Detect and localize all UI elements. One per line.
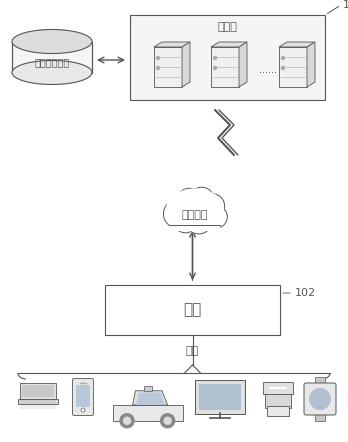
FancyBboxPatch shape bbox=[170, 223, 220, 231]
Circle shape bbox=[120, 414, 134, 428]
Bar bbox=[130, 15, 325, 100]
FancyBboxPatch shape bbox=[22, 385, 54, 396]
Circle shape bbox=[164, 417, 171, 424]
FancyBboxPatch shape bbox=[199, 384, 241, 410]
Circle shape bbox=[282, 66, 285, 69]
Circle shape bbox=[173, 209, 198, 233]
Polygon shape bbox=[211, 42, 247, 47]
Circle shape bbox=[282, 57, 285, 60]
Text: 通信网络: 通信网络 bbox=[182, 210, 208, 220]
FancyBboxPatch shape bbox=[195, 380, 245, 414]
Circle shape bbox=[164, 199, 192, 228]
Polygon shape bbox=[307, 42, 315, 87]
FancyBboxPatch shape bbox=[76, 385, 90, 407]
FancyBboxPatch shape bbox=[315, 411, 325, 421]
Ellipse shape bbox=[12, 30, 92, 53]
Text: 终端: 终端 bbox=[183, 302, 201, 317]
Circle shape bbox=[205, 206, 227, 228]
Bar bbox=[105, 285, 280, 335]
Circle shape bbox=[185, 207, 212, 234]
FancyBboxPatch shape bbox=[304, 383, 336, 415]
FancyBboxPatch shape bbox=[211, 47, 239, 87]
FancyBboxPatch shape bbox=[265, 394, 291, 408]
FancyBboxPatch shape bbox=[315, 377, 325, 387]
Circle shape bbox=[176, 188, 203, 215]
Polygon shape bbox=[136, 392, 165, 405]
Circle shape bbox=[309, 388, 331, 410]
Polygon shape bbox=[182, 42, 190, 87]
FancyBboxPatch shape bbox=[20, 383, 56, 399]
Circle shape bbox=[214, 57, 216, 60]
FancyBboxPatch shape bbox=[144, 386, 152, 391]
FancyBboxPatch shape bbox=[113, 405, 183, 421]
Circle shape bbox=[157, 66, 159, 69]
Text: 服务器: 服务器 bbox=[218, 22, 237, 32]
FancyBboxPatch shape bbox=[279, 47, 307, 87]
FancyBboxPatch shape bbox=[18, 399, 58, 404]
Text: 102: 102 bbox=[295, 288, 316, 298]
Polygon shape bbox=[133, 391, 168, 405]
Circle shape bbox=[81, 408, 85, 412]
FancyBboxPatch shape bbox=[154, 47, 182, 87]
Ellipse shape bbox=[166, 189, 223, 231]
Circle shape bbox=[124, 417, 130, 424]
Circle shape bbox=[199, 194, 225, 219]
Text: 数据存储系统: 数据存储系统 bbox=[34, 57, 70, 67]
Polygon shape bbox=[154, 42, 190, 47]
Text: 例如: 例如 bbox=[186, 346, 199, 356]
Circle shape bbox=[214, 66, 216, 69]
Circle shape bbox=[157, 57, 159, 60]
Polygon shape bbox=[239, 42, 247, 87]
FancyBboxPatch shape bbox=[267, 406, 289, 416]
FancyBboxPatch shape bbox=[263, 382, 293, 394]
FancyBboxPatch shape bbox=[72, 378, 94, 415]
Text: 104: 104 bbox=[343, 0, 348, 10]
Text: ......: ...... bbox=[259, 65, 277, 75]
Polygon shape bbox=[279, 42, 315, 47]
Circle shape bbox=[160, 414, 175, 428]
Circle shape bbox=[190, 187, 214, 212]
FancyBboxPatch shape bbox=[12, 42, 92, 72]
Ellipse shape bbox=[12, 61, 92, 84]
